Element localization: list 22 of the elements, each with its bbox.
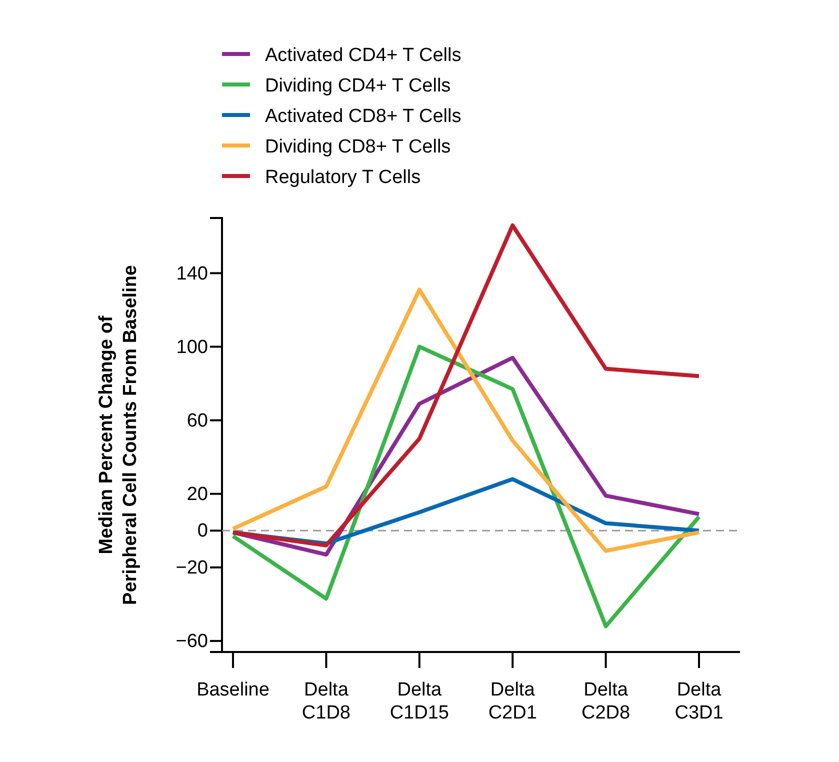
y-tick-label: −60	[176, 631, 208, 652]
y-tick-label: 0	[197, 520, 208, 542]
line-series	[231, 223, 701, 548]
y-tick-label: 20	[186, 484, 208, 505]
y-tick-label: 100	[176, 336, 208, 358]
x-tick-label: Delta C2D8	[582, 679, 630, 724]
x-tick-label: Delta C2D1	[488, 679, 537, 724]
y-axis-title: Median Percent Change of Peripheral Cell Counts From Baseline	[96, 265, 141, 605]
legend-label: Activated CD8+ T Cells	[265, 106, 462, 127]
x-tick-label: Delta C3D1	[674, 679, 724, 724]
legend-label: Dividing CD8+ T Cells	[265, 136, 451, 158]
line-series	[231, 288, 701, 553]
x-tick-label: Delta C1D15	[390, 679, 449, 724]
legend-label: Activated CD4+ T Cells	[265, 45, 462, 66]
y-tick-label: 60	[186, 410, 208, 432]
legend-label: Regulatory T Cells	[265, 167, 421, 188]
legend-label: Dividing CD4+ T Cells	[265, 76, 451, 96]
line-series	[231, 344, 701, 628]
y-tick-label: −20	[176, 557, 208, 578]
y-tick-label: 140	[176, 263, 208, 284]
x-tick-label: Baseline	[196, 679, 270, 700]
x-tick-label: Delta C1D8	[302, 679, 350, 724]
